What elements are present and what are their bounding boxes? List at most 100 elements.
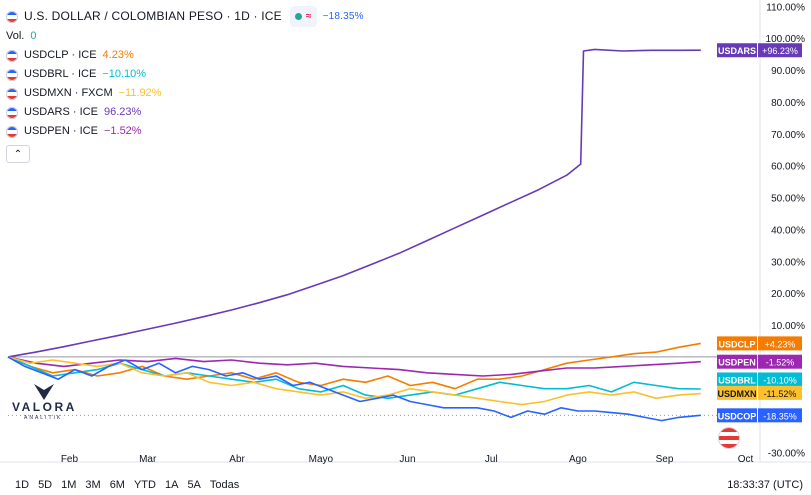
chart-legend: U.S. DOLLAR / COLOMBIAN PESO · 1D · ICE … [6, 6, 364, 163]
volume-row: Vol. 0 [6, 27, 364, 46]
series-name-label: USDARS [718, 46, 756, 56]
legend-value: −10.10% [102, 68, 147, 80]
x-tick-label: Jun [399, 454, 415, 465]
series-name-label: USDBRL [718, 375, 756, 385]
series-line-usdclp [7, 342, 701, 390]
timeframe-ytd[interactable]: YTD [133, 479, 156, 491]
legend-symbol: USDBRL · ICE [24, 68, 97, 80]
y-tick-label: 90.00% [771, 66, 805, 77]
series-name-tag [717, 408, 757, 423]
bottom-toolbar: 1D 5D 1M 3M 6M YTD 1A 5A Todas 18:33:37 (UTC) [0, 474, 811, 495]
timeframe-1d[interactable]: 1D [15, 479, 30, 491]
legend-item[interactable]: USDPEN · ICE −1.52% [6, 122, 364, 141]
series-value-label: +96.23% [762, 46, 798, 56]
series-value-label: -1.52% [766, 358, 795, 368]
legend-value: 4.23% [102, 49, 134, 61]
y-tick-label: 70.00% [771, 130, 805, 141]
compare-symbols-list: USDCLP · ICE 4.23% USDBRL · ICE −10.10% USDM… [6, 46, 364, 141]
approx-icon: ≈ [305, 11, 312, 22]
series-line-usdmxn [7, 356, 701, 406]
series-name-tag [717, 354, 757, 369]
flag-icon [6, 106, 18, 119]
legend-item[interactable]: USDCLP · ICE 4.23% [6, 46, 364, 65]
y-tick-label: 50.00% [771, 194, 805, 205]
series-line-usdars [7, 48, 701, 358]
series-value-label: -11.52% [764, 389, 797, 399]
market-status-pill[interactable]: ≈ [289, 6, 317, 27]
timeframe-todas[interactable]: Todas [209, 479, 240, 491]
y-tick-label: 100.00% [766, 34, 806, 45]
y-tick-label: 110.00% [766, 2, 805, 13]
series-value-label: -10.10% [763, 375, 797, 385]
currency-flag-button[interactable] [719, 428, 739, 448]
y-tick-label: -30.00% [768, 448, 805, 459]
clock[interactable]: 18:33:37 (UTC) [727, 479, 803, 491]
volume-value: 0 [30, 30, 37, 42]
timeframe-1m[interactable]: 1M [61, 479, 77, 491]
series-name-label: USDCOP [718, 411, 757, 421]
timeframe-5a[interactable]: 5A [187, 479, 201, 491]
flag-icon [6, 68, 18, 81]
y-tick-label: 80.00% [771, 98, 805, 109]
series-value-tag [758, 354, 802, 369]
x-tick-label: Mar [139, 454, 157, 465]
y-tick-label: 20.00% [771, 289, 805, 300]
legend-item[interactable]: USDARS · ICE 96.23% [6, 103, 364, 122]
chevron-up-icon: ⌃ [13, 148, 23, 160]
logo-sub: ANALITIK [24, 415, 63, 421]
legend-symbol: USDARS · ICE [24, 106, 98, 118]
x-tick-label: Oct [738, 454, 754, 465]
flag-icon [6, 125, 18, 138]
flag-icon [6, 87, 18, 100]
market-open-icon [294, 13, 302, 20]
x-tick-label: Abr [229, 454, 245, 465]
y-tick-label: 10.00% [771, 321, 805, 332]
legend-symbol: USDMXN · FXCM [24, 87, 113, 99]
series-name-label: USDCLP [718, 339, 755, 349]
y-tick-label: 60.00% [771, 162, 805, 173]
series-line-usdbrl [7, 356, 701, 400]
logo-word: VALORA [12, 400, 77, 414]
series-name-tag [717, 336, 757, 351]
y-tick-label: 40.00% [771, 225, 805, 236]
volume-label: Vol. [6, 30, 25, 42]
chart-header: U.S. DOLLAR / COLOMBIAN PESO · 1D · ICE … [6, 6, 364, 27]
legend-value: −1.52% [103, 125, 142, 137]
series-name-tag [717, 372, 757, 387]
chart-title: U.S. DOLLAR / COLOMBIAN PESO · 1D · ICE [24, 9, 282, 23]
series-value-label: +4.23% [765, 339, 796, 349]
flag-icon [6, 49, 18, 62]
x-tick-label: Sep [656, 454, 674, 465]
legend-item[interactable]: USDMXN · FXCM −11.92% [6, 84, 364, 103]
legend-symbol: USDCLP · ICE [24, 49, 97, 61]
x-tick-label: Mayo [309, 454, 334, 465]
logo-mark-icon [34, 384, 54, 400]
series-name-label: USDPEN [718, 358, 756, 368]
valora-logo: VALORA ANALITIK [10, 384, 90, 424]
series-name-label: USDMXN [717, 389, 756, 399]
legend-symbol: USDPEN · ICE [24, 125, 98, 137]
y-tick-label: 30.00% [771, 257, 805, 268]
legend-item[interactable]: USDBRL · ICE −10.10% [6, 65, 364, 84]
series-value-tag [758, 372, 802, 387]
series-value-tag [758, 385, 802, 400]
timeframe-selector: 1D 5D 1M 3M 6M YTD 1A 5A Todas [15, 479, 239, 491]
series-value-tag [758, 408, 802, 423]
x-tick-label: Ago [569, 454, 587, 465]
header-change: −18.35% [322, 11, 364, 22]
series-value-tag [758, 43, 802, 58]
flag-icon [6, 10, 18, 23]
x-tick-label: Feb [61, 454, 79, 465]
timeframe-1a[interactable]: 1A [164, 479, 179, 491]
series-name-tag [717, 43, 757, 58]
series-name-tag [717, 385, 757, 400]
timeframe-3m[interactable]: 3M [85, 479, 101, 491]
series-value-tag [758, 336, 802, 351]
series-value-label: -18.35% [763, 411, 797, 421]
collapse-legend-button[interactable]: ⌃ [6, 145, 30, 163]
legend-value: −11.92% [118, 87, 162, 99]
timeframe-5d[interactable]: 5D [38, 479, 53, 491]
timeframe-6m[interactable]: 6M [109, 479, 125, 491]
legend-value: 96.23% [103, 106, 142, 118]
